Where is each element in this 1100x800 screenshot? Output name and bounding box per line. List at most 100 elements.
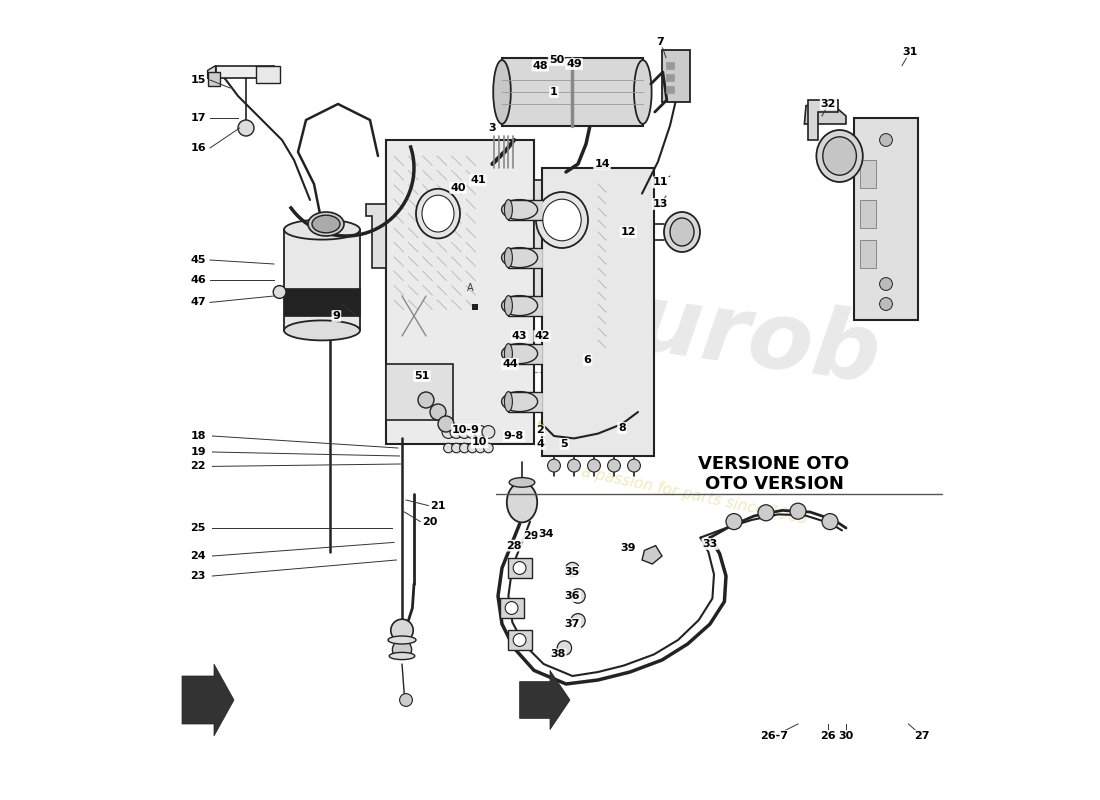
Text: 47: 47 (190, 298, 206, 307)
Ellipse shape (536, 192, 588, 248)
Text: 48: 48 (532, 61, 548, 70)
Polygon shape (386, 140, 534, 444)
Text: 28: 28 (506, 541, 521, 550)
Ellipse shape (823, 137, 857, 175)
Text: 29: 29 (522, 531, 539, 541)
Text: 51: 51 (415, 371, 430, 381)
Polygon shape (519, 670, 570, 730)
Text: 7: 7 (657, 37, 664, 46)
Ellipse shape (505, 296, 513, 315)
Ellipse shape (416, 189, 460, 238)
Text: 5: 5 (561, 439, 569, 449)
Bar (860, 160, 877, 188)
Circle shape (514, 562, 526, 574)
Bar (255, 66, 279, 83)
Polygon shape (662, 50, 690, 102)
Ellipse shape (507, 482, 537, 522)
Bar (519, 200, 542, 220)
Text: 50: 50 (549, 55, 564, 65)
Circle shape (822, 514, 838, 530)
Polygon shape (534, 180, 550, 300)
Circle shape (390, 619, 414, 642)
Text: 38: 38 (550, 650, 565, 659)
Polygon shape (208, 66, 216, 78)
Polygon shape (507, 558, 531, 578)
Ellipse shape (816, 130, 862, 182)
Ellipse shape (505, 344, 513, 363)
Circle shape (399, 694, 412, 706)
Text: 15: 15 (190, 75, 206, 85)
Text: 20: 20 (422, 517, 438, 526)
Text: 17: 17 (190, 114, 206, 123)
Circle shape (790, 503, 806, 519)
Circle shape (571, 589, 585, 603)
Text: 22: 22 (190, 462, 206, 471)
Text: 10-9: 10-9 (452, 425, 480, 434)
Bar (472, 304, 478, 310)
Text: A: A (466, 283, 473, 293)
Ellipse shape (502, 248, 538, 267)
Ellipse shape (502, 344, 538, 363)
Circle shape (571, 614, 585, 628)
Ellipse shape (422, 195, 454, 232)
Text: eurob: eurob (565, 269, 887, 403)
Ellipse shape (284, 219, 360, 240)
Circle shape (568, 459, 581, 472)
Circle shape (484, 443, 493, 453)
Circle shape (458, 426, 471, 438)
Text: 23: 23 (190, 571, 206, 581)
Circle shape (466, 426, 478, 438)
Polygon shape (284, 288, 361, 316)
Circle shape (475, 443, 485, 453)
Ellipse shape (505, 200, 513, 219)
Text: 39: 39 (620, 543, 636, 553)
Text: 44: 44 (502, 359, 518, 369)
Bar (860, 240, 877, 268)
Text: VERSIONE OTO: VERSIONE OTO (698, 455, 849, 473)
Polygon shape (386, 364, 452, 420)
Circle shape (880, 278, 892, 290)
Text: 27: 27 (914, 731, 929, 741)
Circle shape (758, 505, 774, 521)
Text: 36: 36 (564, 591, 580, 601)
Text: 18: 18 (190, 431, 206, 441)
Text: 16: 16 (190, 143, 206, 153)
Ellipse shape (502, 200, 538, 219)
Bar (519, 344, 542, 364)
Bar (519, 392, 542, 412)
Text: 34: 34 (538, 530, 553, 539)
Text: 26: 26 (821, 731, 836, 741)
Circle shape (238, 120, 254, 136)
Circle shape (442, 426, 454, 438)
Text: 26-7: 26-7 (760, 731, 788, 741)
Circle shape (452, 443, 461, 453)
Text: 9: 9 (332, 311, 340, 321)
Bar (208, 72, 220, 86)
Text: 12: 12 (620, 227, 636, 237)
Polygon shape (499, 598, 524, 618)
Text: 46: 46 (190, 275, 206, 285)
Text: 14: 14 (594, 159, 609, 169)
Ellipse shape (502, 296, 538, 315)
Ellipse shape (509, 478, 535, 487)
Text: 13: 13 (652, 199, 668, 209)
Polygon shape (507, 630, 531, 650)
Text: 49: 49 (566, 59, 582, 69)
Text: 43: 43 (512, 331, 527, 341)
Circle shape (587, 459, 601, 472)
Ellipse shape (505, 248, 513, 267)
Circle shape (438, 416, 454, 432)
Polygon shape (854, 118, 918, 320)
Bar (519, 296, 542, 316)
Text: 30: 30 (838, 731, 854, 741)
Ellipse shape (634, 60, 651, 124)
Ellipse shape (308, 212, 344, 236)
Bar (666, 86, 674, 93)
Text: 41: 41 (470, 175, 486, 185)
Polygon shape (642, 546, 662, 564)
Text: 8: 8 (618, 423, 626, 433)
Circle shape (505, 602, 518, 614)
Circle shape (430, 404, 446, 420)
Circle shape (880, 298, 892, 310)
Circle shape (482, 426, 495, 438)
